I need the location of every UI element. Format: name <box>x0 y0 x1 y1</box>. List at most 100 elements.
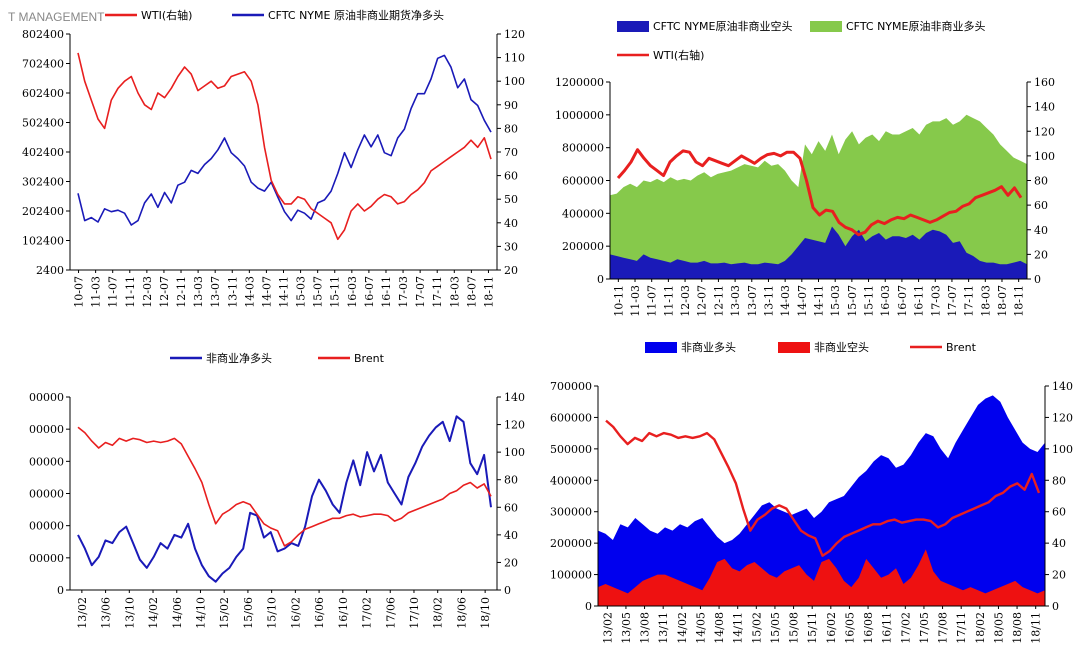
legend-label: 非商业多头 <box>681 340 736 354</box>
left-tick-label: 100000 <box>550 569 592 582</box>
left-tick-label: 800000 <box>562 142 604 155</box>
x-tick-label: 14-11 <box>813 285 826 317</box>
x-tick-label: 14/06 <box>171 597 184 629</box>
left-tick-label: 00000 <box>29 455 64 468</box>
right-tick-label: 60 <box>504 501 518 514</box>
line-series <box>77 415 492 583</box>
legend-swatch <box>617 21 649 32</box>
x-tick-label: 16/02 <box>825 612 838 644</box>
x-tick-label: 18/11 <box>1030 612 1043 644</box>
x-tick-label: 16/08 <box>862 612 875 644</box>
x-tick-label: 13/10 <box>123 597 136 629</box>
left-tick-label: 700000 <box>550 380 592 393</box>
x-tick-label: 10-07 <box>73 276 86 308</box>
x-tick-label: 14-03 <box>243 276 256 308</box>
x-tick-label: 12-11 <box>712 285 725 317</box>
right-tick-label: 60 <box>1034 199 1048 212</box>
x-tick-label: 13/11 <box>657 612 670 644</box>
x-tick-label: 15-11 <box>329 276 342 308</box>
x-tick-label: 14/02 <box>676 612 689 644</box>
legend-swatch <box>645 342 677 353</box>
left-tick-label: 400000 <box>562 207 604 220</box>
x-tick-label: 18/02 <box>974 612 987 644</box>
line-series <box>77 52 492 241</box>
x-tick-label: 14/11 <box>732 612 745 644</box>
x-tick-label: 13/02 <box>76 597 89 629</box>
legend-label: CFTC NYME原油非商业空头 <box>653 19 792 33</box>
line-series <box>616 148 1023 237</box>
x-tick-label: 15/08 <box>788 612 801 644</box>
right-tick-label: 80 <box>504 122 518 135</box>
left-tick-label: 802400 <box>22 28 64 41</box>
chart-3: 非商业净多头 Brent00000000000000000000000000000… <box>29 351 525 629</box>
legend-swatch <box>810 21 842 32</box>
left-tick-label: 500000 <box>550 443 592 456</box>
left-tick-label: 402400 <box>22 146 64 159</box>
right-tick-label: 70 <box>504 146 518 159</box>
x-tick-label: 17/08 <box>937 612 950 644</box>
x-tick-label: 18-11 <box>482 276 495 308</box>
x-tick-label: 13-03 <box>192 276 205 308</box>
x-tick-label: 15-07 <box>846 285 859 317</box>
x-tick-label: 17/02 <box>899 612 912 644</box>
x-tick-label: 13/02 <box>601 612 614 644</box>
x-tick-label: 14-03 <box>779 285 792 317</box>
x-tick-label: 13-03 <box>729 285 742 317</box>
right-tick-label: 100 <box>504 75 525 88</box>
x-tick-label: 15/02 <box>218 597 231 629</box>
left-tick-label: 1000000 <box>555 109 604 122</box>
right-tick-label: 60 <box>504 170 518 183</box>
left-tick-label: 0 <box>57 584 64 597</box>
x-tick-label: 12-07 <box>158 276 171 308</box>
watermark-text: T MANAGEMENT <box>8 10 105 24</box>
left-tick-label: 00000 <box>29 391 64 404</box>
x-tick-label: 12-07 <box>696 285 709 317</box>
x-tick-label: 11-03 <box>629 285 642 317</box>
x-tick-label: 11-03 <box>90 276 103 308</box>
x-tick-label: 13-07 <box>746 285 759 317</box>
x-tick-label: 17/10 <box>408 597 421 629</box>
x-tick-label: 16-07 <box>363 276 376 308</box>
x-tick-label: 13/06 <box>100 597 113 629</box>
x-tick-label: 15/02 <box>750 612 763 644</box>
x-tick-label: 11-07 <box>646 285 659 317</box>
right-tick-label: 20 <box>504 556 518 569</box>
left-tick-label: 302400 <box>22 176 64 189</box>
x-tick-label: 17/05 <box>918 612 931 644</box>
x-tick-label: 17-11 <box>431 276 444 308</box>
x-tick-label: 18-07 <box>996 285 1009 317</box>
x-tick-label: 17-03 <box>397 276 410 308</box>
right-tick-label: 100 <box>1034 150 1055 163</box>
x-tick-label: 14/10 <box>194 597 207 629</box>
x-tick-label: 14-11 <box>278 276 291 308</box>
left-tick-label: 200000 <box>550 537 592 550</box>
right-tick-label: 140 <box>1052 380 1073 393</box>
right-tick-label: 40 <box>1034 224 1048 237</box>
x-tick-label: 11-07 <box>107 276 120 308</box>
right-tick-label: 80 <box>1052 474 1066 487</box>
x-tick-label: 18-03 <box>979 285 992 317</box>
x-tick-label: 15-03 <box>829 285 842 317</box>
left-tick-label: 0 <box>585 600 592 613</box>
legend-label: Brent <box>354 352 385 365</box>
x-tick-label: 15/05 <box>769 612 782 644</box>
legend-label: WTI(右轴) <box>141 8 192 22</box>
right-tick-label: 80 <box>504 474 518 487</box>
x-tick-label: 17/11 <box>955 612 968 644</box>
left-tick-label: 0 <box>597 273 604 286</box>
x-tick-label: 12-03 <box>141 276 154 308</box>
line-series <box>77 426 492 547</box>
x-tick-label: 11-11 <box>662 285 675 317</box>
right-tick-label: 120 <box>1034 125 1055 138</box>
x-tick-label: 15-07 <box>312 276 325 308</box>
x-tick-label: 16/02 <box>289 597 302 629</box>
left-tick-label: 300000 <box>550 506 592 519</box>
left-tick-label: 102400 <box>22 235 64 248</box>
x-tick-label: 13/05 <box>620 612 633 644</box>
chart-4: 非商业多头 非商业空头 Brent 700000 600000 500000 400000 3… <box>550 340 1073 644</box>
left-tick-label: 600000 <box>550 411 592 424</box>
left-tick-label: 00000 <box>29 423 64 436</box>
area-series <box>610 226 1027 279</box>
right-tick-label: 140 <box>504 391 525 404</box>
x-tick-label: 18/05 <box>992 612 1005 644</box>
